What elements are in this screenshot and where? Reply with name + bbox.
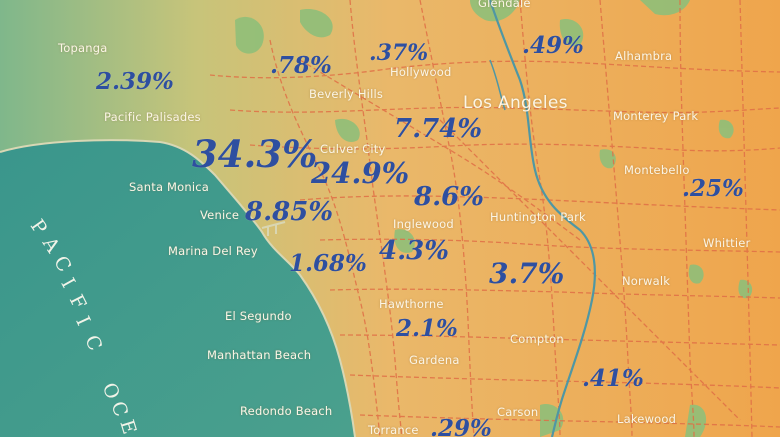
percent-label-whittier: .25% [682,175,744,202]
percent-label-inglewood: 8.6% [414,182,484,212]
percent-label-alhambra: .49% [522,32,584,59]
percent-label-beverly-hills: .78% [270,52,332,79]
city-label-gardena: Gardena [409,353,460,367]
percent-label-hawthorne: 2.1% [396,315,458,342]
city-label-inglewood: Inglewood [393,217,454,231]
roads-layer [209,0,780,437]
percent-label-marina-del-rey: 1.68% [289,250,367,277]
city-label-venice: Venice [200,208,240,222]
city-label-alhambra: Alhambra [615,49,673,63]
city-label-marina-del-rey: Marina Del Rey [168,244,258,258]
river-branch [489,59,506,111]
city-label-huntington-park: Huntington Park [490,210,586,224]
city-label-hollywood: Hollywood [390,65,452,79]
percent-label-downtown: 7.74% [394,114,483,144]
percent-label-compton: 3.7% [489,257,565,290]
city-label-torrance: Torrance [368,423,419,437]
percent-label-topanga: 2.39% [96,68,174,95]
city-label-manhattan-beach: Manhattan Beach [207,348,312,362]
city-label-pacific-palisades: Pacific Palisades [104,110,201,124]
percent-label-culver-city: 24.9% [311,156,410,190]
city-label-culver-city: Culver City [320,142,386,156]
city-label-norwalk: Norwalk [622,274,671,288]
city-label-beverly-hills: Beverly Hills [309,87,384,101]
pacific-ocean [0,140,355,437]
city-label-montebello: Montebello [624,163,690,177]
percent-label-lakewood: .41% [582,365,644,392]
city-label-el-segundo: El Segundo [225,309,292,323]
city-label-compton: Compton [510,332,564,346]
percent-label-torrance: .29% [430,415,492,437]
city-label-carson: Carson [497,405,539,419]
percent-label-venice: 8.85% [245,197,334,227]
city-label-monterey-park: Monterey Park [613,109,699,123]
percent-label-santa-monica: 34.3% [192,132,318,176]
marina-pier [261,221,286,236]
coastline [0,139,356,437]
city-label-topanga: Topanga [58,41,108,55]
city-label-redondo-beach: Redondo Beach [240,404,333,418]
city-label-hawthorne: Hawthorne [379,297,444,311]
city-label-lakewood: Lakewood [617,412,677,426]
city-label-santa-monica: Santa Monica [129,180,210,194]
percent-label-hollywood: .37% [369,40,429,66]
percent-label-inglewood-south: 4.3% [379,236,449,266]
la-river [488,0,596,437]
city-label-whittier: Whittier [703,236,751,250]
city-label-los-angeles: Los Angeles [463,93,568,113]
city-label-glendale: Glendale [478,0,531,10]
